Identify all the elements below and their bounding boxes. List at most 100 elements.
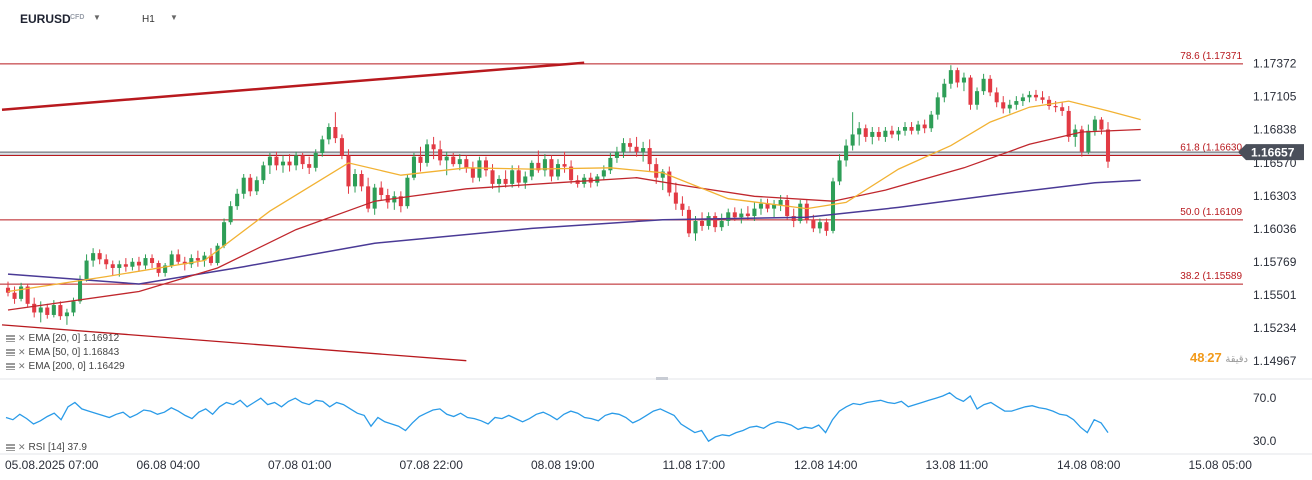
visibility-toggle-icon[interactable] [6,444,15,451]
candle-down [307,156,312,174]
candle-down [451,152,456,167]
candle-body [346,155,351,187]
rsi-axis-tick: 30.0 [1253,434,1277,448]
countdown-seconds: 27 [1207,350,1222,365]
candle-body [863,128,868,137]
candle-down [647,139,652,172]
pane-resize-handle[interactable] [656,377,668,380]
remove-indicator-icon[interactable]: ✕ [18,333,26,343]
candle-down [811,214,816,233]
candle-up [215,243,220,266]
price-axis-tick: 1.15769 [1253,255,1297,269]
candle-up [857,122,862,146]
candle-up [222,218,227,249]
candle-down [1047,96,1052,110]
candle-body [483,160,489,171]
candle-body [837,160,842,182]
timeframe-label[interactable]: H1 [142,14,155,25]
visibility-toggle-icon[interactable] [6,349,15,356]
candle-down [104,254,109,270]
candle-body [1040,97,1045,100]
remove-indicator-icon[interactable]: ✕ [18,442,26,452]
candle-body [451,156,456,165]
candle-up [772,199,777,218]
remove-indicator-icon[interactable]: ✕ [18,347,26,357]
candle-body [634,146,639,152]
time-axis-label: 07.08 22:00 [400,458,464,472]
candle-down [123,258,128,272]
candle-body [686,209,691,234]
candle-down [274,151,279,171]
trendline [1,324,467,362]
candle-body [274,156,279,166]
candle-body [647,148,652,165]
candle-body [542,159,547,171]
candle-body [850,134,855,146]
candle-body [1033,94,1039,98]
candle-body [935,97,940,115]
candle-body [477,160,482,178]
candle-up [280,155,286,173]
time-axis-label: 05.08.2025 07:00 [5,458,99,472]
candle-body [719,220,724,228]
candle-down [464,155,469,173]
candle-down [1040,91,1045,104]
timeframe-dropdown-chevron-icon[interactable]: ▼ [170,13,178,22]
candle-up [497,175,502,193]
candle-body [267,156,272,166]
candle-down [634,136,639,157]
candle-down [379,181,384,200]
candle-up [241,174,246,199]
candle-down [176,249,181,265]
candle-down [922,119,927,134]
candle-down [667,166,672,197]
candle-body [130,261,135,267]
candle-down [1066,106,1071,142]
candle-up [313,149,318,172]
candle-up [542,154,547,177]
candle-body [38,307,43,313]
candle-body [876,131,881,137]
candle-body [97,253,102,260]
candle-down [300,152,305,170]
candle-down [398,191,403,213]
candle-body [870,131,875,137]
visibility-toggle-icon[interactable] [6,363,15,370]
candle-up [614,146,619,163]
candle-down [1001,96,1006,114]
candle-body [798,203,803,221]
fib-level-label: 38.2 (1.15589 [1180,271,1242,282]
symbol-label[interactable]: EURUSD [20,12,71,26]
candle-up [352,169,358,193]
candle-body [379,187,384,196]
candle-down [627,138,633,152]
candle-body [339,138,344,156]
candle-body [405,177,410,207]
candle-body [208,255,214,264]
candle-down [1060,102,1065,116]
candle-up [916,120,921,135]
candle-up [130,258,135,271]
candle-body [235,193,240,207]
candle-down [136,256,141,272]
symbol-dropdown-chevron-icon[interactable]: ▼ [93,13,101,22]
candle-up [1014,96,1019,110]
remove-indicator-icon[interactable]: ✕ [18,361,26,371]
candle-up [1073,124,1078,147]
price-axis-tick: 1.16838 [1253,123,1297,137]
candle-up [929,110,934,132]
candle-down [654,157,659,184]
candle-down [359,170,364,192]
candle-body [968,77,973,105]
candle-body [25,286,30,304]
candle-down [785,195,790,220]
candle-up [817,218,822,234]
candle-up [935,92,940,120]
candle-up [411,152,416,181]
candle-up [942,78,947,103]
visibility-toggle-icon[interactable] [6,335,15,342]
candle-up [693,216,698,241]
candle-up [326,123,331,145]
candle-body [71,301,76,313]
